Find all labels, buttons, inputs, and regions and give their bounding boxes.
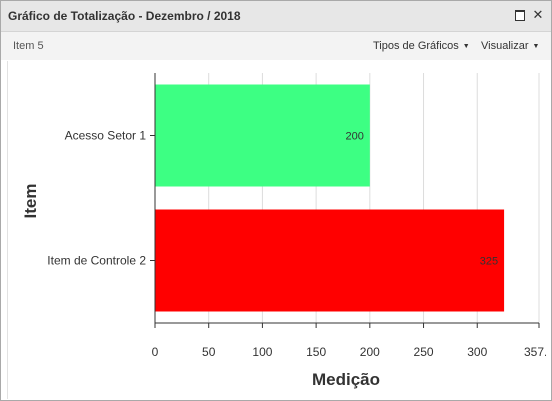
x-tick-label: 300 <box>467 345 487 359</box>
bar <box>155 209 505 312</box>
maximize-icon <box>515 9 525 21</box>
y-axis-title: Item <box>21 184 40 219</box>
caret-down-icon: ▼ <box>532 43 540 50</box>
view-menu[interactable]: Visualizar ▼ <box>481 40 539 52</box>
chart-types-menu[interactable]: Tipos de Gráficos ▼ <box>373 40 470 52</box>
x-tick-label: 150 <box>306 345 326 359</box>
chart-toolbar: Item 5 Tipos de Gráficos ▼ Visualizar ▼ <box>1 32 551 60</box>
caret-down-icon: ▼ <box>462 43 470 50</box>
chart-types-label: Tipos de Gráficos <box>373 40 459 52</box>
close-icon: ✕ <box>532 7 544 22</box>
close-button[interactable]: ✕ <box>531 8 545 22</box>
bar-chart: 200 Acesso Setor 1 325 Item de Controle 2 0 5… <box>21 73 546 389</box>
x-tick-label: 0 <box>152 345 159 359</box>
view-label: Visualizar <box>481 40 529 52</box>
x-tick-label: 100 <box>252 345 272 359</box>
x-axis-title: Medição <box>312 370 380 389</box>
window-title: Gráfico de Totalização - Dezembro / 2018 <box>8 9 241 23</box>
x-tick-label: 50 <box>202 345 216 359</box>
item-label: Item 5 <box>13 40 44 52</box>
bar <box>155 84 370 187</box>
chart-area: 200 Acesso Setor 1 325 Item de Controle 2 0 5… <box>7 61 546 399</box>
x-tick-label: 200 <box>360 345 380 359</box>
y-tick-label: Item de Controle 2 <box>47 254 146 268</box>
x-tick-label: 357.5 <box>524 345 546 359</box>
y-tick-label: Acesso Setor 1 <box>65 129 147 143</box>
data-label: 325 <box>480 256 498 268</box>
maximize-button[interactable] <box>513 8 527 22</box>
title-bar: Gráfico de Totalização - Dezembro / 2018… <box>1 1 551 32</box>
data-label: 200 <box>345 131 363 143</box>
x-tick-label: 250 <box>414 345 434 359</box>
